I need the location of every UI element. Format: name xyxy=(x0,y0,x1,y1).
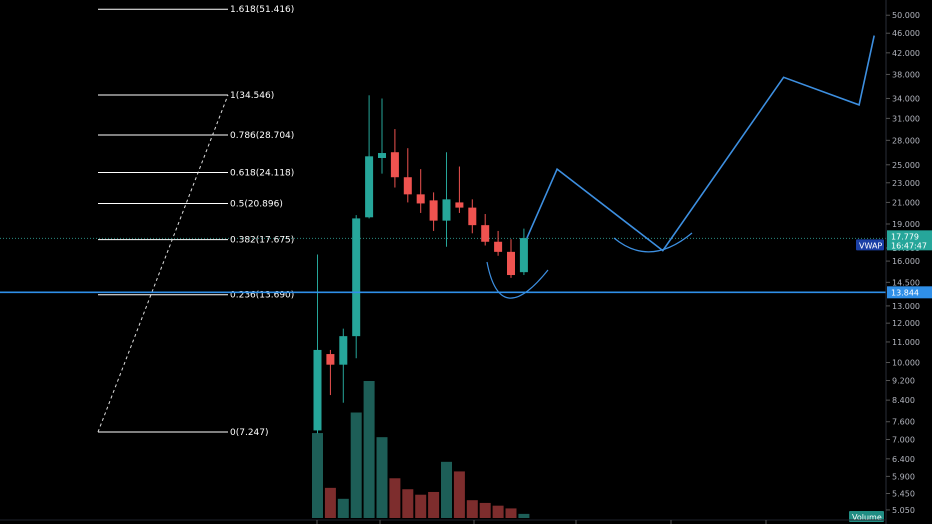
price-tick-label: 19.000 xyxy=(892,220,920,229)
fib-level-label: 0.5(20.896) xyxy=(230,199,283,209)
volume-bar xyxy=(376,437,388,518)
volume-bar xyxy=(312,433,323,518)
price-tick-label: 11.000 xyxy=(892,338,920,347)
candle-body xyxy=(313,349,322,431)
candle-body xyxy=(416,194,425,204)
volume-bar xyxy=(363,381,375,518)
current-price-tag-bg xyxy=(887,230,932,251)
price-tick-label: 16.000 xyxy=(892,257,920,266)
hline-tag-bg xyxy=(887,286,932,299)
candle-body xyxy=(403,177,412,195)
fib-trend-line xyxy=(97,94,229,433)
price-tick-label: 7.600 xyxy=(892,418,915,427)
price-tick-label: 34.000 xyxy=(892,94,920,103)
candle-body xyxy=(507,251,515,276)
price-tick-label: 14.500 xyxy=(892,278,920,287)
price-tick-label: 25.000 xyxy=(892,161,920,170)
candle-body xyxy=(352,218,361,337)
fib-level-label: 0.382(17.675) xyxy=(230,236,294,246)
candle-body xyxy=(326,354,335,365)
time-axis xyxy=(0,519,886,524)
price-tick-label: 46.000 xyxy=(892,29,920,38)
volume-bar xyxy=(492,505,504,518)
candle-body xyxy=(494,241,503,252)
projection-path xyxy=(526,35,875,252)
fib-level-label: 1.618(51.416) xyxy=(230,5,294,15)
fibonacci-retracement[interactable]: 1.618(51.416) 1(34.546) 0.786(28.704) 0.618… xyxy=(98,5,294,438)
fib-level-label: 0.618(24.118) xyxy=(230,169,294,179)
candle-body xyxy=(442,199,451,221)
fib-level-label: 0(7.247) xyxy=(230,428,269,438)
vwap-tag-label: VWAP xyxy=(859,241,882,250)
volume-bar xyxy=(441,461,452,518)
volume-bar xyxy=(518,513,530,518)
candle-body xyxy=(455,202,464,208)
volume-tag-bg xyxy=(849,511,884,522)
price-tick-label: 31.000 xyxy=(892,114,920,123)
volume-bar xyxy=(389,478,401,518)
candle-body xyxy=(365,156,374,218)
volume-bar xyxy=(505,508,517,518)
price-tick-label: 5.900 xyxy=(892,472,915,481)
volume-bar xyxy=(337,498,349,518)
price-tick-label: 6.400 xyxy=(892,455,915,464)
price-tick-label: 28.000 xyxy=(892,136,920,145)
price-tick-label: 12.000 xyxy=(892,319,920,328)
price-tick-label: 10.000 xyxy=(892,359,920,368)
fib-trend-dashed-line xyxy=(97,94,229,433)
cup-arc-right xyxy=(613,232,693,253)
price-tick-label: 38.000 xyxy=(892,70,920,79)
volume-tag: Volume xyxy=(852,513,882,522)
volume-bars xyxy=(312,381,530,518)
volume-bar xyxy=(428,491,440,518)
cup-arc-left xyxy=(486,261,549,299)
candle-body xyxy=(390,152,399,178)
price-tick-label: 13.000 xyxy=(892,302,920,311)
fib-level-label: 0.236(13.690) xyxy=(230,291,294,301)
price-tick-label: 5.450 xyxy=(892,489,915,498)
fib-level-label: 1(34.546) xyxy=(230,91,274,101)
volume-bar xyxy=(324,487,336,518)
price-tick-label: 50.000 xyxy=(892,11,920,20)
price-tick-label: 23.000 xyxy=(892,179,920,188)
candle-body xyxy=(519,238,528,273)
hline-tag: 13.844 xyxy=(891,288,919,297)
price-tick-label: 7.000 xyxy=(892,435,915,444)
price-tick-label: 8.400 xyxy=(892,396,915,405)
candle-body xyxy=(481,225,490,242)
candle-body xyxy=(468,207,477,226)
volume-bar xyxy=(415,494,427,518)
candle-body xyxy=(429,200,438,221)
current-price-tag: 17.779 xyxy=(891,232,919,241)
price-tick-label: 9.200 xyxy=(892,377,915,386)
price-axis[interactable]: 50.000 46.000 42.000 38.000 34.000 31.000 28.0… xyxy=(885,0,920,524)
candle-body xyxy=(378,153,386,158)
countdown-tag: 16:47:47 xyxy=(891,241,927,250)
fib-level-label: 0.786(28.704) xyxy=(230,131,294,141)
candle-body xyxy=(339,336,348,365)
volume-bar xyxy=(479,502,491,518)
price-tick-label: 5.050 xyxy=(892,506,915,515)
volume-bar xyxy=(466,500,478,518)
vwap-tag-bg xyxy=(856,239,884,251)
pattern-arcs xyxy=(486,232,693,299)
volume-bar xyxy=(350,412,362,518)
price-tick-label: 42.000 xyxy=(892,49,920,58)
price-tick-label: 21.000 xyxy=(892,198,920,207)
volume-bar xyxy=(402,489,414,518)
candlesticks xyxy=(313,95,528,434)
volume-bar xyxy=(453,471,465,518)
projection-line xyxy=(526,35,875,252)
